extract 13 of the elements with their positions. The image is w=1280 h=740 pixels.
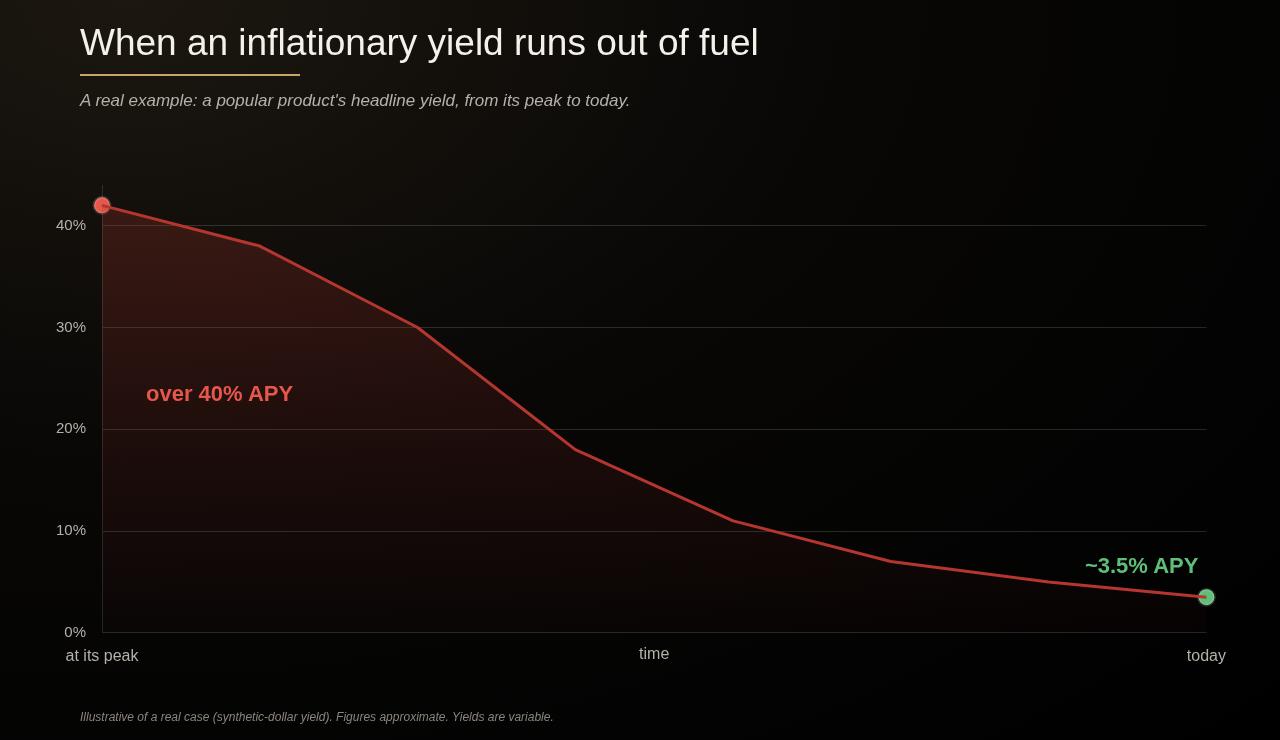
annotation: ~3.5% APY	[1084, 553, 1199, 579]
text: Illustrative of a real case (synthetic-dollar yield). Figures approximate. Yields are variable.	[80, 710, 554, 724]
x-axis-title: time	[639, 645, 670, 663]
chart-title: When an inflationary yield runs out of fuel	[80, 22, 759, 64]
x-tick-label: at its peak	[65, 646, 140, 664]
annotation: over 40% APY	[146, 381, 294, 407]
y-tick-label: 20%	[55, 419, 87, 437]
y-tick-label: 0%	[64, 622, 87, 640]
y-tick-label: 10%	[55, 521, 87, 539]
y-tick-label: 40%	[55, 215, 87, 233]
y-tick-label: 30%	[55, 317, 87, 335]
chart-subtitle: A real example: a popular product's headline yield, from its peak to today.	[80, 91, 631, 111]
x-tick-label: today	[1186, 646, 1226, 664]
